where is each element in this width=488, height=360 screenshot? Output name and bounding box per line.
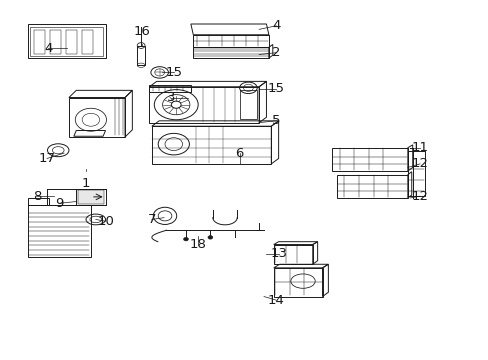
Bar bbox=[82, 30, 93, 54]
Text: 10: 10 bbox=[97, 215, 114, 228]
Ellipse shape bbox=[183, 237, 188, 241]
Ellipse shape bbox=[207, 235, 212, 239]
Text: 4: 4 bbox=[44, 41, 53, 54]
Text: 15: 15 bbox=[267, 82, 284, 95]
Text: 11: 11 bbox=[411, 141, 427, 154]
Bar bbox=[34, 30, 44, 54]
Text: 12: 12 bbox=[411, 190, 427, 203]
Text: 12: 12 bbox=[411, 157, 427, 170]
Text: 18: 18 bbox=[189, 238, 206, 251]
Bar bbox=[78, 190, 103, 204]
Bar bbox=[137, 45, 145, 65]
Bar bbox=[27, 198, 49, 205]
Text: 16: 16 bbox=[133, 25, 150, 38]
Text: 6: 6 bbox=[235, 147, 244, 159]
Text: 17: 17 bbox=[39, 152, 56, 165]
Bar bbox=[27, 205, 91, 257]
Text: 14: 14 bbox=[267, 294, 284, 307]
Text: 5: 5 bbox=[271, 114, 280, 127]
Text: 1: 1 bbox=[81, 177, 90, 190]
Bar bbox=[27, 24, 105, 58]
Bar bbox=[239, 90, 256, 119]
Text: 4: 4 bbox=[271, 19, 280, 32]
Text: 9: 9 bbox=[55, 197, 63, 210]
Text: 15: 15 bbox=[165, 66, 182, 79]
Bar bbox=[30, 27, 103, 56]
Bar bbox=[50, 30, 61, 54]
Bar bbox=[66, 30, 77, 54]
Bar bbox=[76, 189, 105, 205]
Text: 2: 2 bbox=[271, 46, 280, 59]
Text: 13: 13 bbox=[269, 247, 286, 260]
Text: 8: 8 bbox=[33, 190, 41, 203]
Text: 3: 3 bbox=[167, 91, 175, 104]
Text: 7: 7 bbox=[147, 213, 156, 226]
